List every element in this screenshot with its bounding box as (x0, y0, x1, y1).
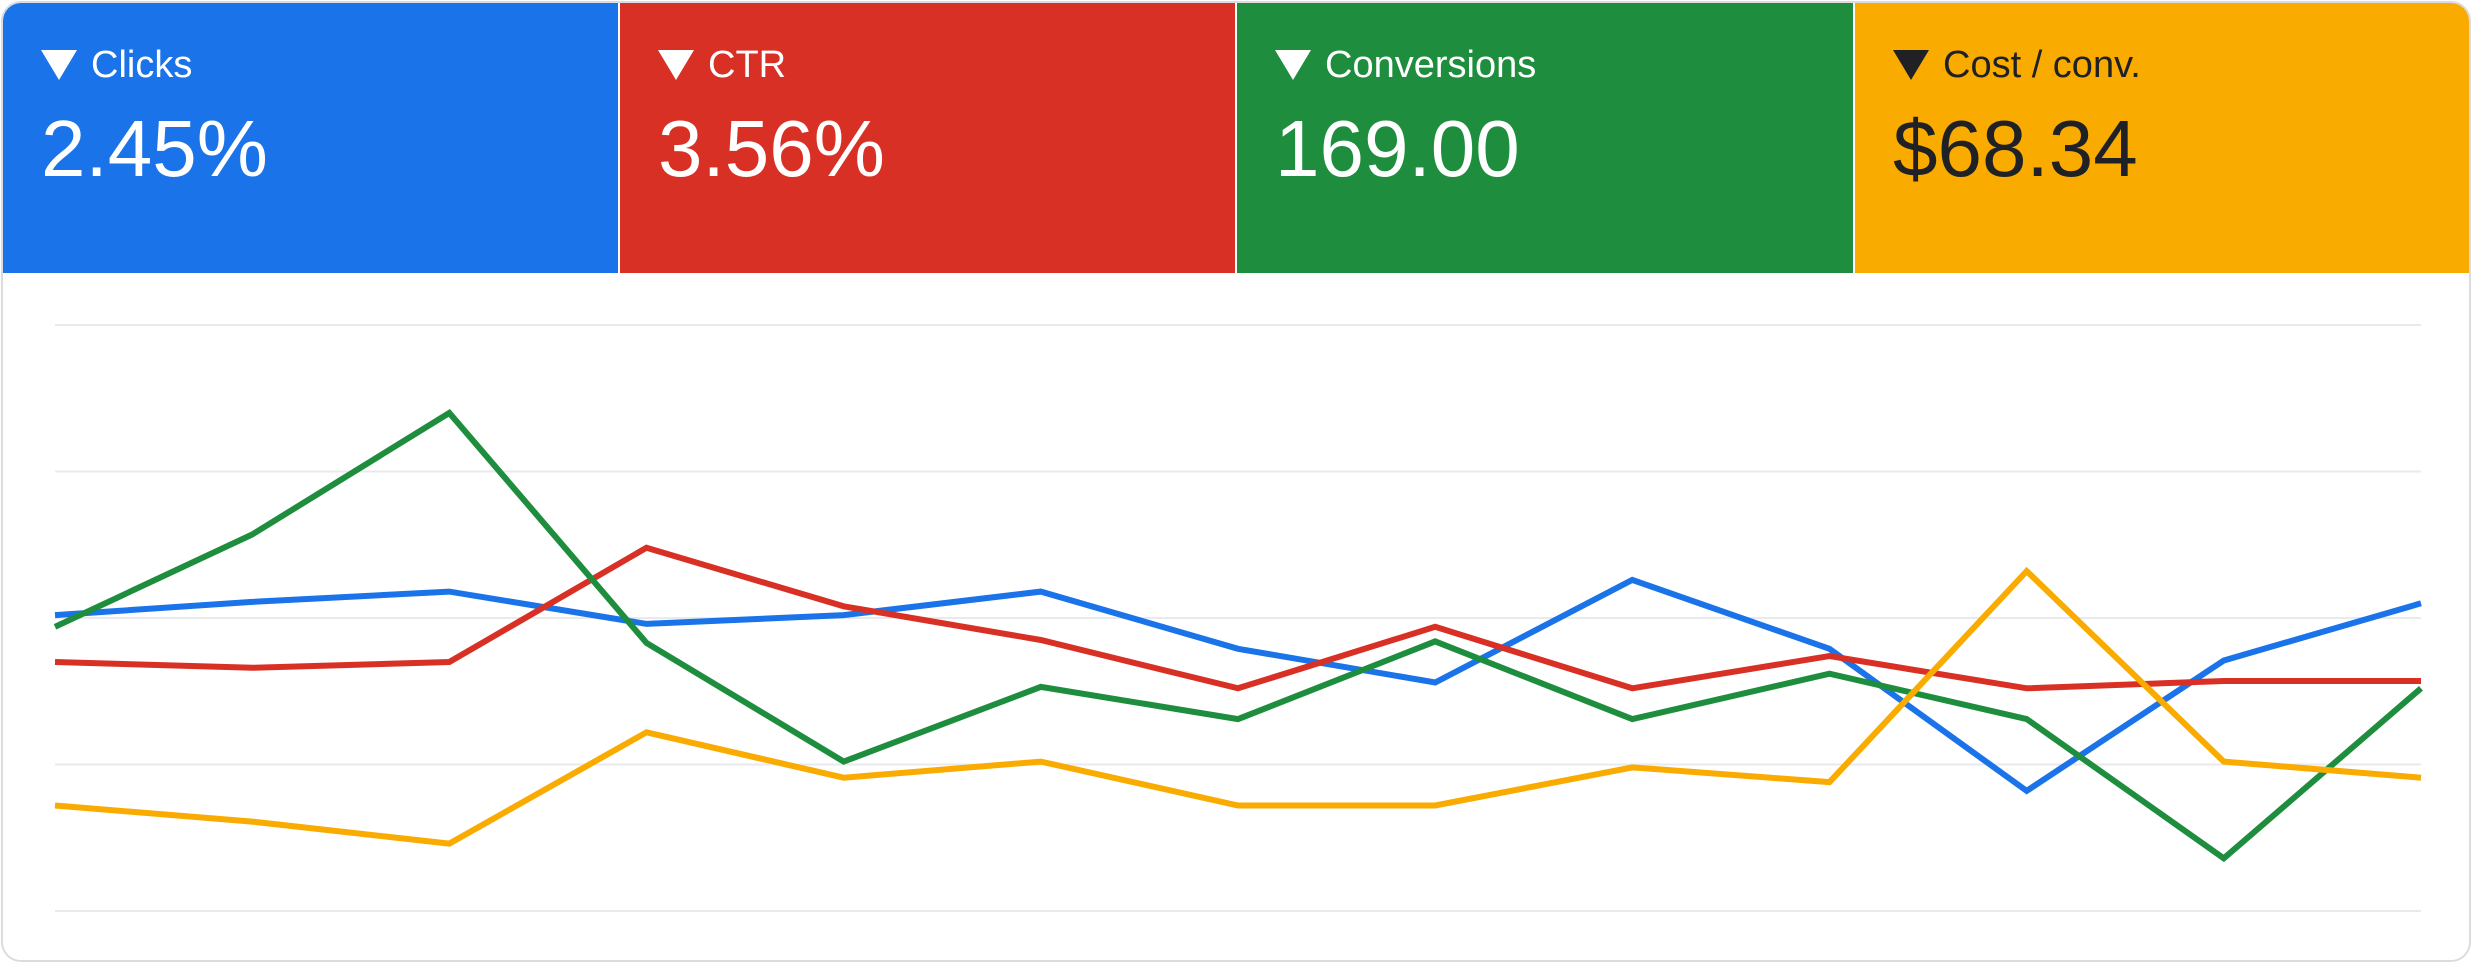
line-chart (3, 273, 2469, 960)
metric-label: CTR (708, 44, 787, 86)
triangle-down-icon (658, 50, 694, 80)
series-line-clicks (54, 576, 2422, 795)
metric-label: Conversions (1325, 44, 1537, 86)
triangle-down-icon (1275, 50, 1311, 80)
metric-label: Cost / conv. (1943, 44, 2141, 86)
metric-value: 169.00 (1275, 104, 1520, 193)
metric-value: 2.45% (41, 104, 268, 193)
metric-tile-clicks[interactable]: Clicks 2.45% (3, 3, 618, 273)
series-line-cost-conv (54, 566, 2422, 847)
metric-tiles: Clicks 2.45% CTR 3.56% Conversions 169.0… (3, 3, 2469, 273)
metric-tile-conversions[interactable]: Conversions 169.00 (1237, 3, 1853, 273)
triangle-down-icon (41, 50, 77, 80)
metric-value: $68.34 (1893, 104, 2138, 193)
metric-tile-cost-per-conv[interactable]: Cost / conv. $68.34 (1855, 3, 2469, 273)
series-line-conversions (53, 408, 2423, 863)
line-chart-svg (53, 324, 2423, 912)
metric-label: Clicks (91, 44, 193, 86)
metric-value: 3.56% (658, 104, 885, 193)
triangle-down-icon (1893, 50, 1929, 80)
metric-tile-ctr[interactable]: CTR 3.56% (620, 3, 1235, 273)
series-line-ctr (54, 544, 2421, 692)
